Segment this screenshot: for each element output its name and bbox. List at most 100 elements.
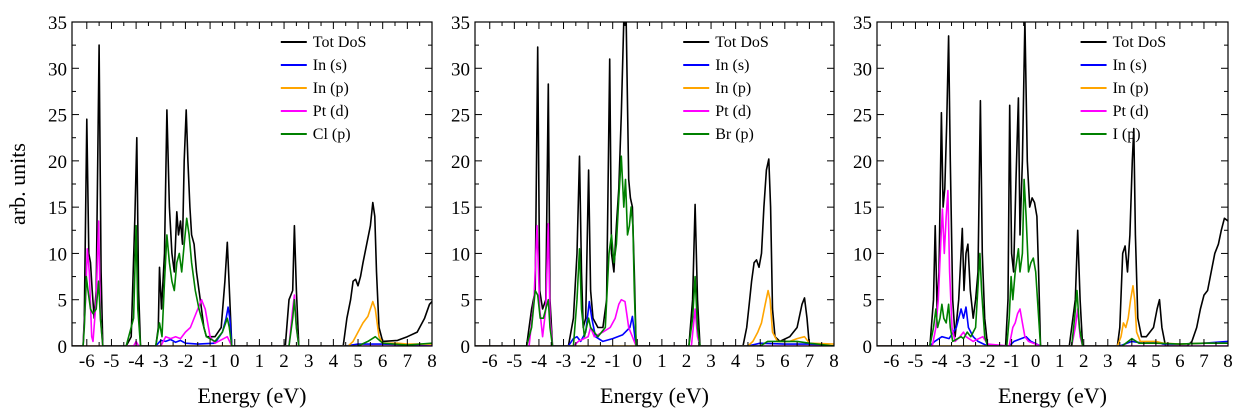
x-tick-label: 8 xyxy=(829,351,839,372)
legend-label-4: Br (p) xyxy=(715,126,754,143)
y-tick-label: 25 xyxy=(853,106,872,127)
legend-label-0: Tot DoS xyxy=(715,34,769,51)
legend-label-3: Pt (d) xyxy=(313,103,349,120)
series-line-0 xyxy=(475,22,834,346)
x-tick-label: -1 xyxy=(605,351,621,372)
legend: Tot DoS In (s) In (p) Pt (d) Cl (p) xyxy=(280,34,367,143)
legend-label-1: In (s) xyxy=(1113,57,1147,74)
x-tick-label: 1 xyxy=(657,351,667,372)
y-tick-label: 20 xyxy=(48,152,67,173)
x-tick-label: 1 xyxy=(255,351,265,372)
x-axis-label: Energy (eV) xyxy=(998,383,1107,408)
x-tick-label: -4 xyxy=(128,351,144,372)
x-tick-label: 4 xyxy=(731,351,741,372)
y-tick-label: 30 xyxy=(48,59,67,80)
x-tick-label: -6 xyxy=(884,351,900,372)
series-line-3 xyxy=(877,189,1228,346)
x-tick-label: -3 xyxy=(956,351,972,372)
y-tick-label: 10 xyxy=(48,244,67,265)
chart-panel-3: -6 -5 -4 -3 -2 -1 0 1 2 3 4 5 6 7 805101520253035Energ… xyxy=(853,13,1233,408)
legend: Tot DoS In (s) In (p) Pt (d) Br (p) xyxy=(683,34,769,143)
series-line-4 xyxy=(877,178,1228,346)
chart-panel-1: -6 -5 -4 -3 -2 -1 0 1 2 3 4 5 6 7 805101520253035Energ… xyxy=(5,13,437,408)
x-tick-label: -2 xyxy=(178,351,194,372)
series-line-0 xyxy=(72,44,432,346)
x-tick-label: -2 xyxy=(580,351,596,372)
x-tick-label: 3 xyxy=(706,351,716,372)
legend-label-0: Tot DoS xyxy=(313,34,367,51)
x-tick-label: -1 xyxy=(202,351,218,372)
x-tick-label: 8 xyxy=(1223,351,1233,372)
x-tick-label: 5 xyxy=(1151,351,1161,372)
plot-area xyxy=(475,22,834,346)
x-tick-label: 2 xyxy=(279,351,289,372)
series-line-0 xyxy=(877,22,1228,346)
x-tick-label: -6 xyxy=(482,351,498,372)
x-tick-label: -4 xyxy=(932,351,948,372)
x-tick-label: 4 xyxy=(1127,351,1137,372)
series-line-4 xyxy=(475,155,834,346)
x-tick-label: -3 xyxy=(153,351,169,372)
x-tick-label: 4 xyxy=(329,351,339,372)
y-tick-label: 35 xyxy=(48,13,67,34)
series-line-1 xyxy=(475,300,834,346)
x-tick-label: -4 xyxy=(531,351,547,372)
x-tick-label: 3 xyxy=(304,351,314,372)
legend-label-3: Pt (d) xyxy=(715,103,751,120)
legend-label-1: In (s) xyxy=(313,57,347,74)
x-tick-label: 0 xyxy=(1031,351,1041,372)
x-tick-label: 0 xyxy=(633,351,643,372)
series-line-3 xyxy=(475,223,834,346)
legend-label-2: In (p) xyxy=(715,80,751,97)
x-tick-label: 8 xyxy=(427,351,437,372)
chart-panel-2: -6 -5 -4 -3 -2 -1 0 1 2 3 4 5 6 7 805101520253035Energ… xyxy=(451,13,839,408)
y-tick-label: 25 xyxy=(48,106,67,127)
x-tick-label: 6 xyxy=(1175,351,1185,372)
y-tick-label: 5 xyxy=(461,291,471,312)
x-tick-label: 5 xyxy=(755,351,765,372)
x-tick-label: 5 xyxy=(353,351,363,372)
x-tick-label: -1 xyxy=(1004,351,1020,372)
series-line-3 xyxy=(72,220,432,346)
x-tick-label: 2 xyxy=(682,351,692,372)
y-tick-label: 15 xyxy=(48,198,67,219)
y-tick-label: 15 xyxy=(853,198,872,219)
x-axis-label: Energy (eV) xyxy=(600,383,709,408)
y-tick-label: 35 xyxy=(451,13,470,34)
x-tick-label: -5 xyxy=(104,351,120,372)
legend-label-2: In (p) xyxy=(313,80,349,97)
legend-label-4: I (p) xyxy=(1113,126,1141,143)
y-axis-label: arb. units xyxy=(5,143,30,225)
y-tick-label: 10 xyxy=(853,244,872,265)
plot-area xyxy=(72,44,432,346)
x-axis-label: Energy (eV) xyxy=(198,383,307,408)
y-tick-label: 15 xyxy=(451,198,470,219)
y-tick-label: 0 xyxy=(863,337,873,358)
y-tick-label: 0 xyxy=(58,337,68,358)
y-tick-label: 30 xyxy=(451,59,470,80)
x-tick-label: -5 xyxy=(506,351,522,372)
x-tick-label: 7 xyxy=(403,351,413,372)
legend-label-1: In (s) xyxy=(715,57,749,74)
y-tick-label: 20 xyxy=(853,152,872,173)
legend: Tot DoS In (s) In (p) Pt (d) I (p) xyxy=(1080,34,1166,143)
x-tick-label: -5 xyxy=(908,351,924,372)
y-tick-label: 5 xyxy=(58,291,68,312)
y-tick-label: 0 xyxy=(461,337,471,358)
x-tick-label: 0 xyxy=(230,351,240,372)
y-tick-label: 20 xyxy=(451,152,470,173)
x-tick-label: 6 xyxy=(780,351,790,372)
x-tick-label: -3 xyxy=(556,351,572,372)
series-line-2 xyxy=(72,300,432,346)
x-tick-label: 2 xyxy=(1079,351,1089,372)
x-tick-label: 3 xyxy=(1103,351,1113,372)
x-tick-label: 7 xyxy=(805,351,815,372)
legend-label-2: In (p) xyxy=(1113,80,1149,97)
x-tick-label: -2 xyxy=(980,351,996,372)
x-tick-label: -6 xyxy=(79,351,95,372)
series-line-4 xyxy=(72,217,432,346)
legend-label-4: Cl (p) xyxy=(313,126,351,143)
x-tick-label: 7 xyxy=(1199,351,1209,372)
y-tick-label: 10 xyxy=(451,244,470,265)
